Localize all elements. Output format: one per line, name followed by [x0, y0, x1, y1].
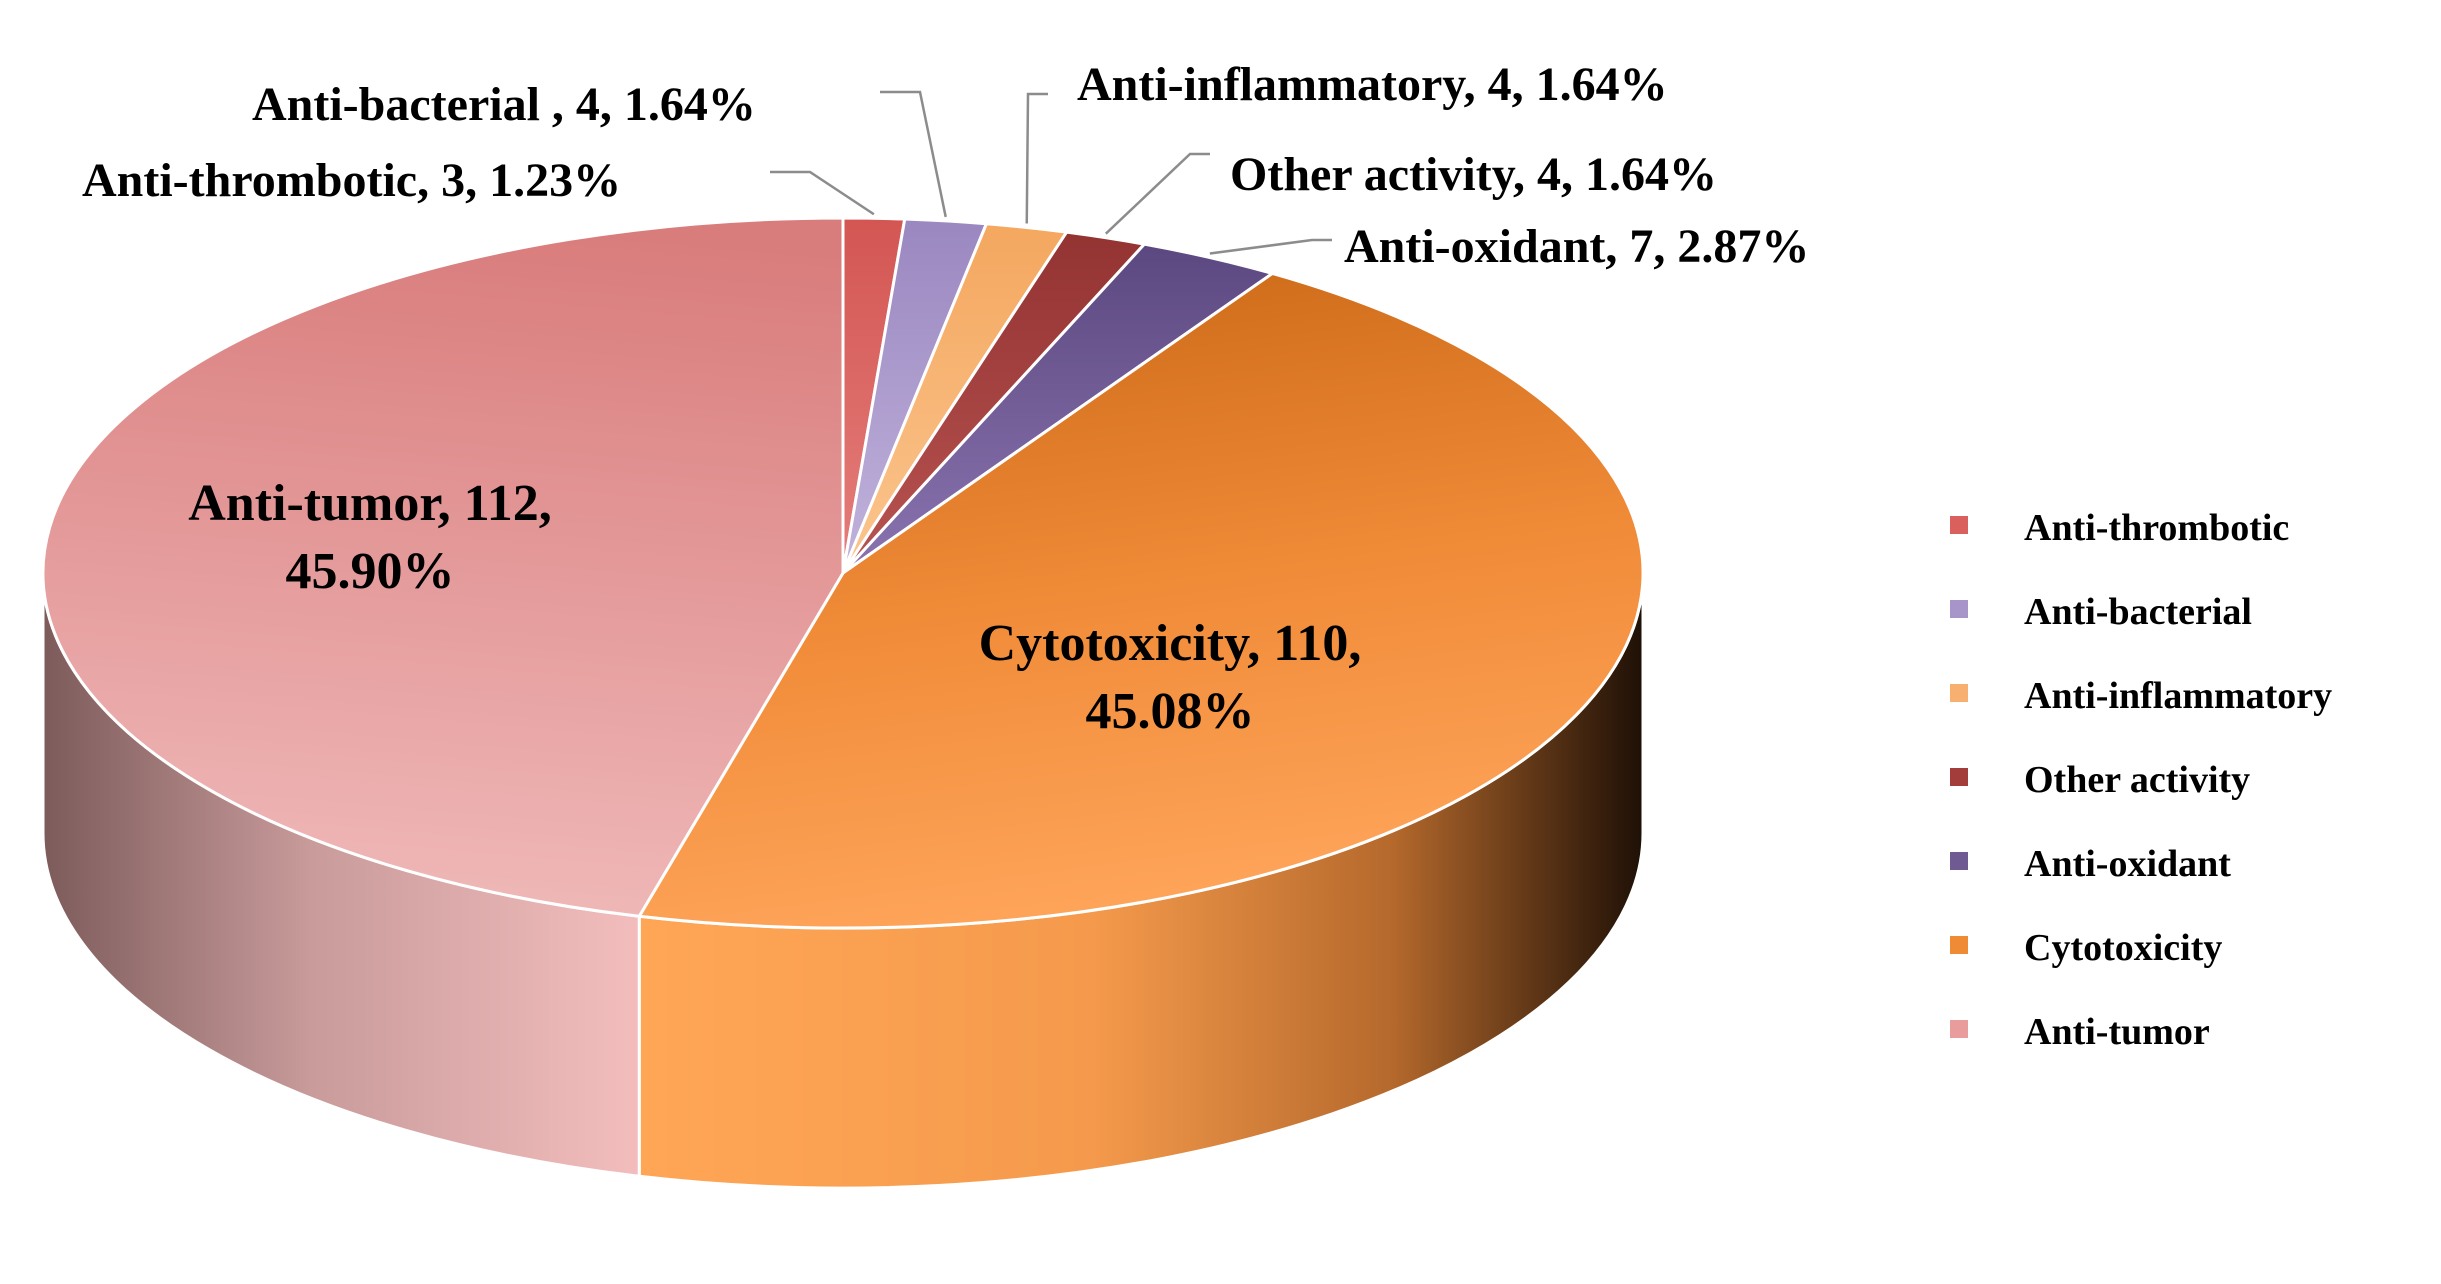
legend-swatch-anti-oxidant	[1950, 852, 1968, 870]
legend-item: Anti-bacterial	[1950, 591, 2252, 633]
legend-item: Anti-thrombotic	[1950, 507, 2289, 549]
legend-label-anti-thrombotic: Anti-thrombotic	[2024, 507, 2289, 549]
leader-line-anti-oxidant	[1209, 238, 1332, 255]
legend-label-anti-oxidant: Anti-oxidant	[2024, 843, 2231, 885]
legend-label-other-activity: Other activity	[2024, 759, 2250, 801]
leader-line-anti-bacterial	[880, 90, 947, 218]
leader-line-other-activity	[1104, 152, 1210, 235]
legend-swatch-other-activity	[1950, 768, 1968, 786]
leader-line-anti-thrombotic	[770, 170, 875, 216]
pie-slice-cytotoxicity	[637, 271, 1645, 930]
slice-label-anti-oxidant: Anti-oxidant, 7, 2.87%	[1344, 220, 1809, 273]
legend-swatch-cytotoxicity	[1950, 936, 1968, 954]
slice-label-cytotoxicity-percent: 45.08%	[1086, 683, 1255, 740]
leader-line-anti-inflammatory	[1025, 92, 1048, 224]
slice-label-anti-tumor-percent: 45.90%	[286, 543, 455, 600]
legend-swatch-anti-inflammatory	[1950, 684, 1968, 702]
slice-label-anti-tumor: Anti-tumor, 112,	[188, 475, 552, 532]
legend-swatch-anti-bacterial	[1950, 600, 1968, 618]
legend-item: Anti-tumor	[1950, 1011, 2210, 1053]
slice-label-anti-inflammatory: Anti-inflammatory, 4, 1.64%	[1077, 58, 1668, 111]
legend-label-cytotoxicity: Cytotoxicity	[2024, 927, 2222, 969]
slice-label-anti-thrombotic: Anti-thrombotic, 3, 1.23%	[82, 154, 621, 207]
legend: Anti-thrombotic Anti-bacterial Anti-infl…	[1950, 507, 2332, 1053]
legend-item: Anti-oxidant	[1950, 843, 2231, 885]
legend-item: Other activity	[1950, 759, 2250, 801]
legend-item: Cytotoxicity	[1950, 927, 2222, 969]
legend-swatch-anti-tumor	[1950, 1020, 1968, 1038]
slice-labels: Anti-thrombotic, 3, 1.23% Anti-bacterial…	[82, 58, 1809, 740]
legend-label-anti-tumor: Anti-tumor	[2024, 1011, 2210, 1053]
legend-item: Anti-inflammatory	[1950, 675, 2332, 717]
legend-label-anti-inflammatory: Anti-inflammatory	[2024, 675, 2332, 717]
slice-label-other-activity: Other activity, 4, 1.64%	[1230, 148, 1717, 201]
slice-label-cytotoxicity: Cytotoxicity, 110,	[979, 615, 1362, 672]
legend-label-anti-bacterial: Anti-bacterial	[2024, 591, 2252, 633]
legend-swatch-anti-thrombotic	[1950, 516, 1968, 534]
pie-tops	[41, 216, 1645, 930]
leader-lines	[770, 90, 1332, 255]
pie-slice-anti-tumor	[41, 216, 845, 918]
slice-label-anti-bacterial: Anti-bacterial , 4, 1.64%	[252, 78, 756, 131]
